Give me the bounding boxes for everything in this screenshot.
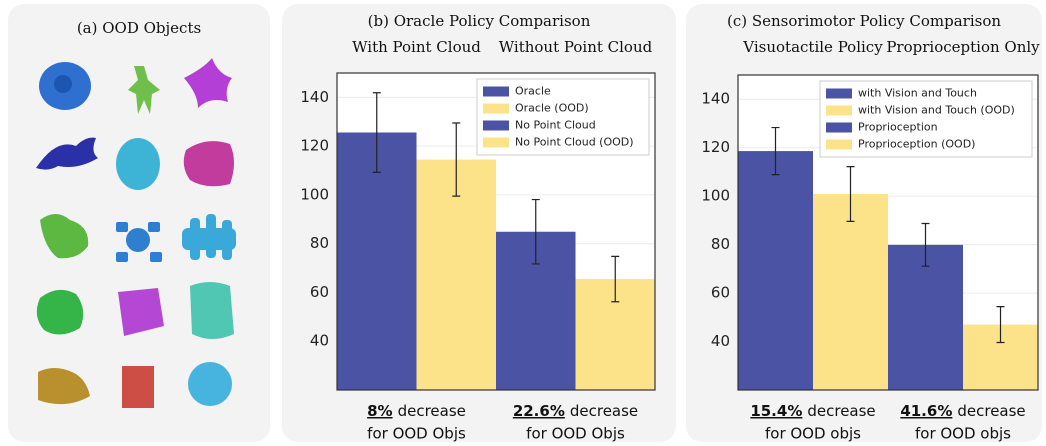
y-tick-label: 120	[300, 137, 329, 155]
object	[182, 214, 236, 260]
annotation-text: decrease	[957, 402, 1025, 420]
legend-swatch	[826, 105, 852, 116]
annotation-text: decrease	[398, 402, 466, 420]
object	[54, 75, 72, 93]
bar	[813, 193, 888, 390]
legend-label: No Point Cloud	[515, 119, 596, 132]
y-tick-label: 60	[711, 284, 730, 302]
annotation-line2: for OOD Objs	[526, 425, 625, 443]
annotation-highlight: 8%	[367, 402, 392, 420]
chart-title: (c) Sensorimotor Policy Comparison	[727, 12, 1001, 30]
y-tick-label: 80	[711, 235, 730, 253]
bar	[337, 132, 417, 390]
legend-label: No Point Cloud (OOD)	[515, 136, 634, 149]
annotation-highlight: 22.6%	[513, 402, 565, 420]
error-bar	[452, 122, 461, 197]
legend-swatch	[483, 137, 509, 148]
annotation: 8% decrease	[367, 402, 466, 420]
object	[36, 289, 84, 335]
y-tick-label: 120	[701, 138, 730, 156]
ood-objects	[36, 58, 236, 408]
legend-swatch	[483, 86, 509, 97]
plot-frame	[336, 72, 656, 391]
y-tick-label: 100	[701, 187, 730, 205]
annotation-line2: for OOD Objs	[367, 425, 466, 443]
category-label: With Point Cloud	[352, 38, 481, 56]
y-tick-label: 80	[310, 234, 329, 252]
bar	[416, 159, 496, 390]
annotation-line2: for OOD objs	[915, 425, 1011, 443]
error-bar	[996, 306, 1005, 344]
error-bar	[771, 126, 780, 176]
annotation-highlight: 15.4%	[750, 402, 802, 420]
object	[190, 282, 234, 339]
object	[36, 137, 98, 170]
legend-label: with Vision and Touch (OOD)	[858, 104, 1015, 117]
legend-box	[819, 80, 1033, 158]
y-tick-label: 40	[310, 332, 329, 350]
legend-swatch	[483, 103, 509, 114]
category-label: Visuotactile Policy	[742, 38, 883, 56]
legend-label: Oracle	[515, 85, 551, 98]
object	[116, 222, 162, 262]
plot-frame	[737, 74, 1039, 391]
bar	[738, 151, 813, 390]
legend-label: Proprioception (OOD)	[858, 138, 975, 151]
error-bar	[611, 255, 620, 303]
annotation-line2: for OOD objs	[765, 425, 861, 443]
object	[188, 362, 232, 406]
legend-swatch	[483, 120, 509, 131]
y-tick-label: 140	[300, 88, 329, 106]
object	[40, 214, 89, 259]
chart: (b) Oracle Policy Comparison 40 60 80 100 120…	[300, 12, 656, 443]
annotation-text: decrease	[570, 402, 638, 420]
annotation: 41.6% decrease	[900, 402, 1025, 420]
y-tick-label: 60	[310, 283, 329, 301]
annotation-highlight: 41.6%	[900, 402, 952, 420]
annotation: 15.4% decrease	[750, 402, 875, 420]
error-bar	[921, 222, 930, 267]
error-bar	[531, 198, 540, 265]
panel-a-title: (a) OOD Objects	[77, 19, 201, 37]
y-tick-label: 40	[711, 332, 730, 350]
annotation-text: decrease	[807, 402, 875, 420]
object	[118, 288, 164, 336]
error-bar	[372, 92, 381, 173]
chart: (c) Sensorimotor Policy Comparison 40 60 80…	[701, 12, 1040, 443]
category-label: Without Point Cloud	[499, 38, 653, 56]
object	[183, 141, 234, 187]
object	[38, 368, 90, 405]
legend-swatch	[826, 88, 852, 99]
object	[184, 58, 232, 108]
chart-title: (b) Oracle Policy Comparison	[368, 12, 591, 30]
y-tick-label: 140	[701, 90, 730, 108]
category-label: Proprioception Only	[886, 38, 1040, 56]
error-bar	[846, 165, 855, 222]
legend-label: with Vision and Touch	[858, 87, 977, 100]
object	[122, 366, 154, 408]
annotation: 22.6% decrease	[513, 402, 638, 420]
object	[128, 66, 160, 114]
legend-swatch	[826, 122, 852, 133]
object	[116, 138, 160, 190]
legend-swatch	[826, 139, 852, 150]
legend-label: Proprioception	[858, 121, 938, 134]
bar	[888, 244, 963, 390]
y-tick-label: 100	[300, 185, 329, 203]
legend-label: Oracle (OOD)	[515, 102, 589, 115]
